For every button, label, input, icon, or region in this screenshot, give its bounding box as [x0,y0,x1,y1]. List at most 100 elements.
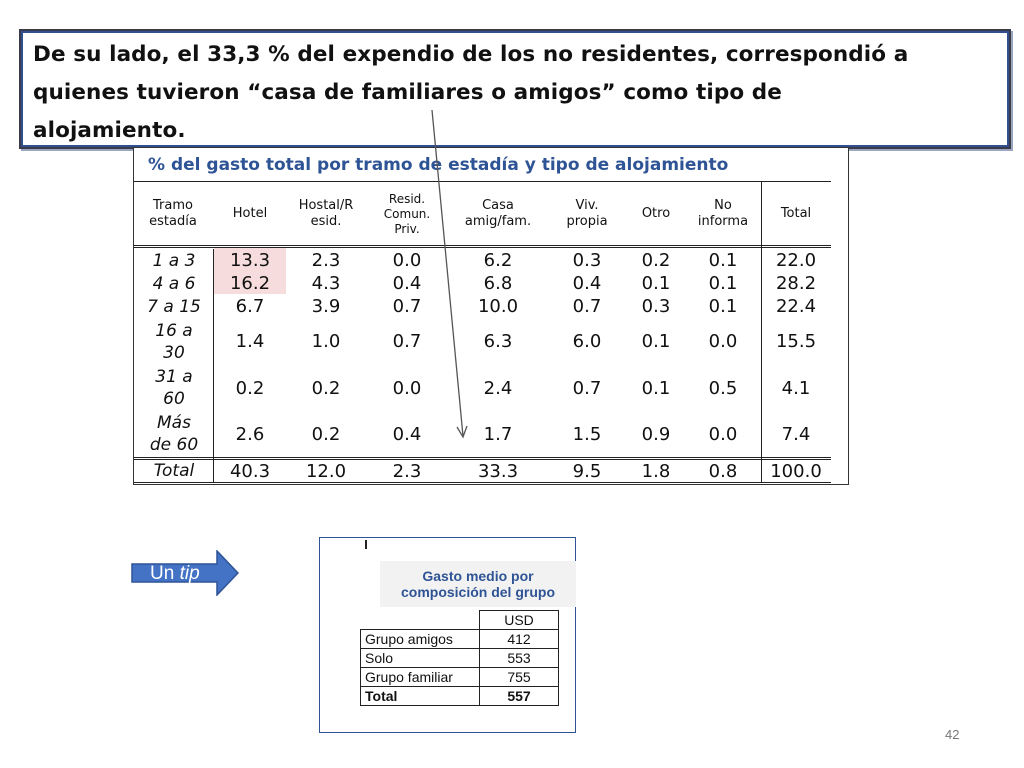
table-row: Grupo familiar 755 [360,667,559,687]
table-cell: 1.4 [235,331,265,352]
table-cell: 9.5 [572,460,602,482]
usd-header: USD [479,610,559,630]
table-cell: 0.7 [392,331,422,352]
table-cell: 33.3 [477,460,519,482]
table-cell: 0.9 [641,423,671,445]
table-cell: 15.5 [775,331,817,352]
table-cell: 0.3 [572,250,602,271]
table-cell: 0.5 [708,377,738,399]
title-rule [134,181,831,182]
table-cell: 0.4 [392,423,422,445]
table-cell: 16.2 [229,273,271,294]
table-cell: 22.0 [775,250,817,271]
header-rule [134,245,831,248]
header-viv: Viv. propia [566,198,608,229]
table-cell: 6.2 [483,250,513,271]
tip-text: Un [150,563,180,584]
table-cell: 13.3 [229,250,271,271]
table-cell: 0.2 [311,377,341,399]
table-cell: 0.8 [708,460,738,482]
column-divider [761,181,762,482]
header-casa: Casa amig/fam. [464,198,532,229]
quote-line-1: De su lado, el 33,3 % del expendio de lo… [33,42,909,67]
table-cell: 0.1 [708,296,738,317]
row-label: 16 a 30 [155,320,193,363]
row-label: 4 a 6 [152,273,196,294]
table-cell: 1.7 [483,423,513,445]
table-row: Solo 553 [360,648,559,668]
table-cell: 100.0 [770,460,822,482]
header-resid: Resid. Comun. Priv. [383,191,431,236]
table-cell: 0.7 [572,296,602,317]
table-cell: 0.2 [641,250,671,271]
row-label: 31 a 60 [155,367,193,409]
table-row: Grupo amigos 412 [360,629,559,649]
column-divider [213,249,214,482]
table-cell: 0.3 [641,296,671,317]
table-cell: 1.8 [641,460,671,482]
total-value: 557 [479,686,559,706]
highlight-cell [214,271,286,294]
table-cell: 0.4 [572,273,602,294]
quote-text: De su lado, el 33,3 % del expendio de lo… [33,36,999,150]
header-total: Total [780,206,812,221]
small-table-header-bg [380,561,576,607]
table-cell: 0.1 [708,273,738,294]
table-cell: 6.0 [572,331,602,352]
table-cell: 2.3 [311,250,341,271]
small-table: USD Grupo amigos 412 Solo 553 Grupo fami… [360,610,559,706]
table-cell: 0.7 [572,377,602,399]
highlight-cell [214,248,286,271]
expense-table: % del gasto total por tramo de estadía y… [133,147,849,485]
small-table-title: Gasto medio por composición del grupo [400,568,555,600]
total-row-label: Total [153,461,195,481]
header-no-informa: No informa [697,198,749,229]
table-cell: 2.3 [392,460,422,482]
table-cell: 2.6 [235,423,265,445]
table-cell: 1.5 [572,423,602,445]
table-cell: 0.4 [392,273,422,294]
header-tramo: Tramo estadía [149,198,197,229]
table-cell: 0.2 [311,423,341,445]
table-cell: 0.1 [641,331,671,352]
row-value: 553 [479,648,559,668]
table-cell: 0.0 [708,423,738,445]
table-cell: 4.3 [311,273,341,294]
header-otro: Otro [641,206,671,221]
table-cell: 0.1 [708,250,738,271]
table-cell: 6.8 [483,273,513,294]
table-cell: 2.4 [483,377,513,399]
table-title: % del gasto total por tramo de estadía y… [148,155,729,175]
table-cell: 6.7 [235,296,265,317]
page-number: 42 [945,727,960,742]
table-cell: 0.1 [641,273,671,294]
group-expense-table: Gasto medio por composición del grupo US… [319,537,576,733]
row-label: Grupo familiar [360,667,480,687]
tip-label: Un tip [150,563,200,585]
quote-box: De su lado, el 33,3 % del expendio de lo… [19,29,1011,149]
table-cell: 22.4 [775,296,817,317]
table-cell: 6.3 [483,331,513,352]
row-label: 1 a 3 [152,250,196,271]
table-cell: 28.2 [775,273,817,294]
table-cell: 7.4 [781,423,811,445]
row-label: Más de 60 [149,413,199,455]
row-label: Solo [360,648,480,668]
tip-text-italic: tip [179,563,200,584]
table-cell: 4.1 [781,377,811,399]
tip-arrow-icon [131,550,239,596]
row-label: Grupo amigos [360,629,480,649]
row-value: 755 [479,667,559,687]
total-label: Total [360,686,480,706]
quote-line-3: alojamiento. [33,118,186,143]
table-cell: 1.0 [311,331,341,352]
table-cell: 0.0 [708,331,738,352]
table-cell: 3.9 [311,296,341,317]
total-row: Total 557 [360,686,559,706]
header-hostal: Hostal/R esid. [298,198,354,229]
table-cell: 0.2 [235,377,265,399]
table-cell: 0.1 [641,377,671,399]
total-rule [134,457,831,460]
table-cell: 0.7 [392,296,422,317]
table-cell: 40.3 [229,460,271,482]
